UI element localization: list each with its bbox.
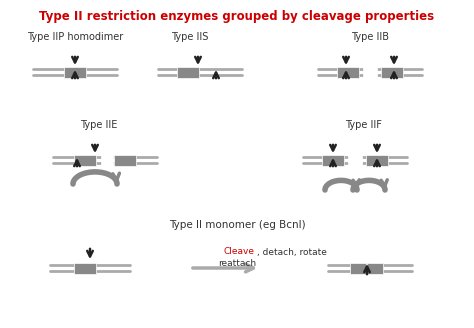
Text: Type II monomer (eg BcnI): Type II monomer (eg BcnI) bbox=[169, 220, 305, 230]
Text: Type IIF: Type IIF bbox=[345, 120, 382, 130]
Text: , detach, rotate: , detach, rotate bbox=[257, 248, 327, 256]
Bar bbox=[74, 154, 96, 166]
Bar bbox=[114, 154, 136, 166]
Text: Type II restriction enzymes grouped by cleavage properties: Type II restriction enzymes grouped by c… bbox=[39, 10, 435, 23]
Bar bbox=[366, 154, 388, 166]
Text: Type IIP homodimer: Type IIP homodimer bbox=[27, 32, 123, 42]
Bar bbox=[322, 154, 344, 166]
Text: Type IIS: Type IIS bbox=[171, 32, 209, 42]
Text: reattach: reattach bbox=[218, 259, 256, 269]
Bar bbox=[350, 262, 366, 274]
Bar bbox=[64, 67, 86, 77]
Bar bbox=[381, 67, 403, 77]
Bar bbox=[367, 262, 383, 274]
Bar bbox=[363, 67, 377, 77]
Text: Type IIB: Type IIB bbox=[351, 32, 389, 42]
Bar bbox=[177, 67, 199, 77]
Bar bbox=[348, 154, 362, 166]
Text: Type IIE: Type IIE bbox=[80, 120, 118, 130]
Bar bbox=[101, 154, 113, 166]
Bar bbox=[74, 262, 96, 274]
Bar bbox=[337, 67, 359, 77]
Text: Cleave: Cleave bbox=[224, 248, 255, 256]
